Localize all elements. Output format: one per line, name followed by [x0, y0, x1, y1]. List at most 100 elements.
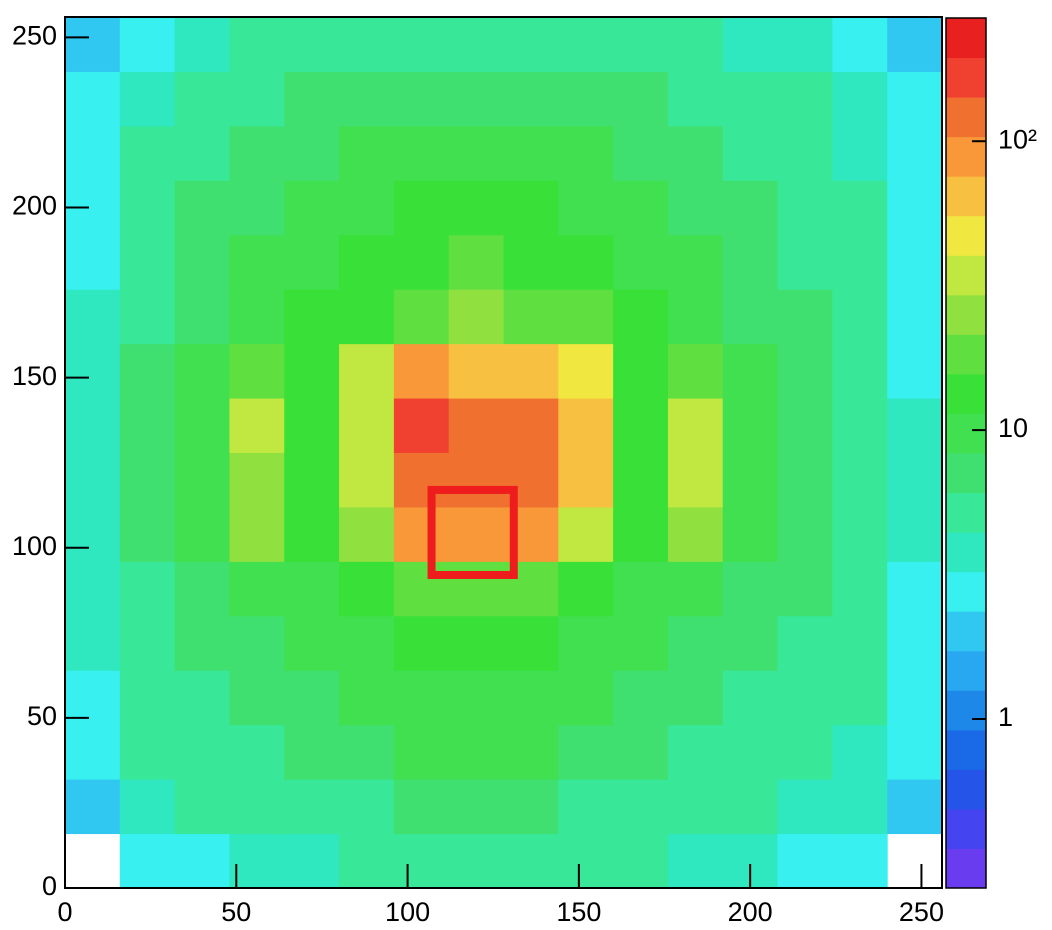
heatmap-cell [119, 670, 176, 726]
heatmap-cell [613, 180, 669, 236]
heatmap-cell [229, 398, 285, 453]
heatmap-cell [777, 125, 833, 181]
heatmap-cell [558, 779, 614, 835]
heatmap-cell [448, 180, 504, 236]
heatmap-cell [832, 125, 888, 181]
heatmap-cell [339, 71, 395, 127]
heatmap-cell [284, 234, 340, 290]
heatmap-cell [284, 398, 340, 453]
colorbar-band [946, 18, 986, 59]
heatmap-cell [174, 670, 230, 726]
heatmap-cell [174, 833, 230, 889]
heatmap-cell [229, 779, 285, 835]
heatmap-cell [229, 71, 285, 127]
heatmap-cell [229, 506, 285, 562]
heatmap-cell [667, 398, 724, 453]
colorbar-band [946, 571, 986, 612]
heatmap-cell [722, 343, 779, 399]
colorbar-band [946, 492, 986, 533]
heatmap-cell [722, 452, 779, 508]
heatmap-cell [777, 833, 833, 889]
heatmap-cell [887, 343, 943, 399]
heatmap-cell [393, 234, 450, 290]
heatmap-cell [65, 125, 121, 181]
colorbar-band [946, 255, 986, 296]
heatmap-cell [448, 615, 504, 671]
colorbar-band [946, 413, 986, 454]
heatmap-cell [119, 17, 176, 72]
heatmap-cell [284, 125, 340, 181]
heatmap-cell [119, 561, 176, 617]
heatmap-cell [174, 180, 230, 236]
heatmap-cell [832, 724, 888, 780]
heatmap-cell [503, 833, 559, 889]
heatmap-cell [722, 506, 779, 562]
heatmap-cell [613, 779, 669, 835]
heatmap-cell [229, 343, 285, 399]
heatmap-cell [503, 670, 559, 726]
heatmap-cell [65, 506, 121, 562]
heatmap-cell [448, 71, 504, 127]
heatmap-cell [448, 289, 504, 345]
heatmap-cell [339, 724, 395, 780]
colorbar-band [946, 215, 986, 256]
heatmap-cell [887, 234, 943, 290]
heatmap-cell [229, 452, 285, 508]
heatmap-cell [503, 125, 559, 181]
heatmap-cell [393, 724, 450, 780]
y-tick-label: 0 [42, 871, 57, 901]
heatmap-cell [339, 343, 395, 399]
heatmap-cell [65, 234, 121, 290]
heatmap-cell [393, 398, 450, 453]
heatmap-cell [119, 833, 176, 889]
heatmap-cell [503, 779, 559, 835]
heatmap-cell [777, 17, 833, 72]
heatmap-cell [284, 833, 340, 889]
heatmap-cell [832, 615, 888, 671]
heatmap-cell [887, 71, 943, 127]
heatmap-cell [777, 71, 833, 127]
heatmap-cell [339, 452, 395, 508]
heatmap-cell [777, 561, 833, 617]
heatmap-cell [339, 561, 395, 617]
heatmap-cell [448, 125, 504, 181]
colorbar-band [946, 136, 986, 177]
x-tick-label: 100 [385, 897, 430, 927]
heatmap-cell [613, 234, 669, 290]
heatmap-cell [503, 234, 559, 290]
heatmap-cell [832, 71, 888, 127]
x-tick-label: 200 [728, 897, 773, 927]
colorbar-band [946, 176, 986, 217]
heatmap-cell [229, 833, 285, 889]
heatmap-cell [832, 289, 888, 345]
heatmap-cell [613, 670, 669, 726]
heatmap-cell [174, 234, 230, 290]
heatmap-cell [777, 724, 833, 780]
heatmap-cell [887, 289, 943, 345]
heatmap-cell [448, 343, 504, 399]
plot-frame [64, 16, 943, 889]
colorbar-band [946, 373, 986, 414]
heatmap-cell [229, 670, 285, 726]
heatmap-cell [667, 724, 724, 780]
colorbar-band [946, 294, 986, 335]
heatmap-cell [65, 289, 121, 345]
heatmap-cell [174, 398, 230, 453]
heatmap-cell [174, 17, 230, 72]
heatmap-cell [229, 615, 285, 671]
heatmap-cell [832, 234, 888, 290]
heatmap-cell [503, 71, 559, 127]
heatmap-cell [503, 398, 559, 453]
heatmap-cell [777, 343, 833, 399]
heatmap-cell [503, 289, 559, 345]
heatmap-cell [777, 234, 833, 290]
heatmap-cell [613, 125, 669, 181]
heatmap-cell [339, 125, 395, 181]
heatmap-cell [229, 125, 285, 181]
heatmap-cell [613, 289, 669, 345]
heatmap-cell [174, 71, 230, 127]
colorbar-band [946, 769, 986, 810]
heatmap-cell [229, 724, 285, 780]
heatmap-cell [887, 561, 943, 617]
heatmap-cell [613, 343, 669, 399]
